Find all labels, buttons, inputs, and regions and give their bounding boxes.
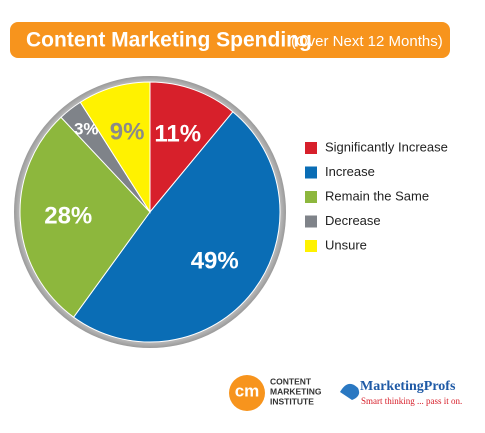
pie-slice bbox=[19, 116, 151, 318]
pie-slice bbox=[149, 81, 234, 214]
chart-subtitle: (Over Next 12 Months) bbox=[291, 33, 443, 50]
legend-label: Remain the Same bbox=[325, 188, 429, 203]
legend-swatch bbox=[305, 215, 317, 228]
pie-slice bbox=[72, 111, 281, 343]
cmi-logo bbox=[229, 375, 265, 411]
cmi-text: INSTITUTE bbox=[270, 396, 314, 406]
chart-title: Content Marketing Spending bbox=[26, 29, 312, 52]
legend-label: Unsure bbox=[325, 237, 367, 252]
cmi-text: MARKETING bbox=[270, 386, 322, 396]
value-label: 49% bbox=[191, 248, 239, 275]
legend-label: Decrease bbox=[325, 213, 381, 228]
legend-swatch bbox=[305, 191, 317, 203]
value-label: 3% bbox=[74, 119, 99, 138]
mp-tagline: Smart thinking ... pass it on. bbox=[361, 396, 462, 406]
value-label: 28% bbox=[44, 202, 92, 229]
cmi-text: CONTENT bbox=[270, 376, 312, 386]
legend-label: Increase bbox=[325, 164, 375, 179]
pie: 11% 49% 28% 3% 9% bbox=[19, 81, 281, 343]
legend-swatch bbox=[305, 142, 317, 154]
legend-label: Significantly Increase bbox=[325, 139, 448, 154]
legend-swatch bbox=[305, 166, 317, 179]
legend-swatch bbox=[305, 240, 317, 252]
pie-slice bbox=[79, 81, 151, 214]
mp-bird bbox=[340, 383, 360, 400]
cmi-mark: cm bbox=[235, 381, 260, 400]
mp-name: MarketingProfs bbox=[360, 379, 456, 394]
value-label: 9% bbox=[110, 119, 145, 146]
value-label: 11% bbox=[154, 120, 201, 147]
title-band bbox=[10, 22, 450, 58]
legend: Significantly Increase Increase Remain the… bbox=[305, 139, 448, 252]
